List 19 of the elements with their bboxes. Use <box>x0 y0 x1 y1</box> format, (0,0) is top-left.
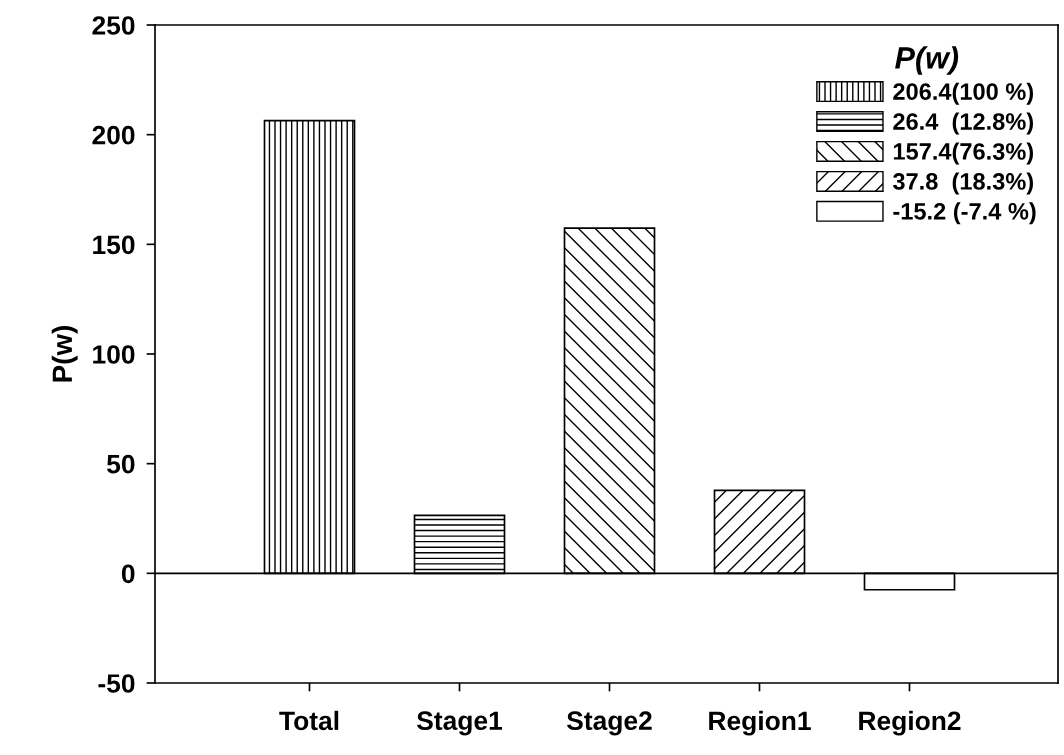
y-tick-label: 150 <box>93 235 135 255</box>
y-tick-label: 200 <box>92 125 135 145</box>
legend-title: P(w) <box>895 46 959 75</box>
legend-label: -15.2 (-7.4 %) <box>893 202 1036 225</box>
legend-label: 37.8 (18.3%) <box>892 172 1033 195</box>
x-tick-label: Total <box>279 710 339 731</box>
x-tick-label: Stage1 <box>416 711 503 736</box>
y-tick-label: 50 <box>107 454 135 474</box>
legend-label: 206.4(100 %) <box>893 82 1033 105</box>
x-tick-label: Stage2 <box>566 711 652 736</box>
x-tick-label: Region1 <box>709 710 811 736</box>
y-tick-label: 0 <box>121 564 135 584</box>
x-tick-label: Region2 <box>859 710 961 736</box>
legend-label: 26.4 (12.8%) <box>893 112 1033 135</box>
y-tick-label: 250 <box>92 16 135 35</box>
legend-label: 157.4(76.3%) <box>893 142 1033 165</box>
y-tick-label: 100 <box>93 345 135 364</box>
y-tick-label: -50 <box>98 674 135 693</box>
y-axis-title: P(w) <box>51 326 78 382</box>
